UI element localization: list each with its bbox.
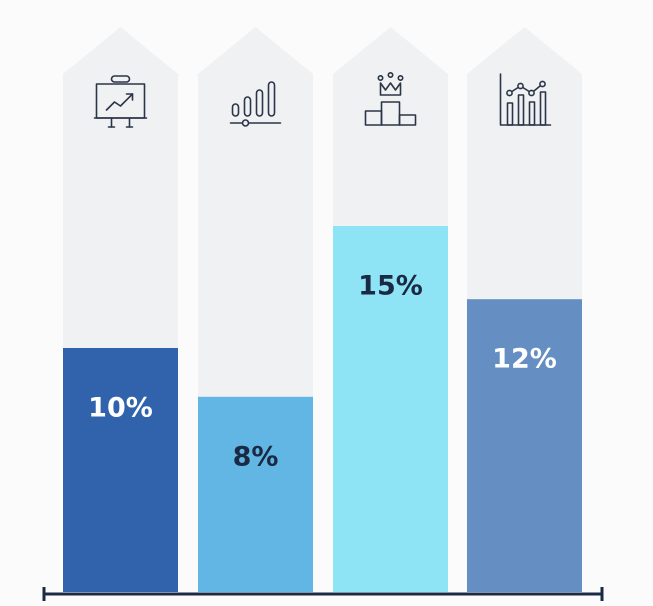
bars	[63, 226, 582, 592]
bar-4	[467, 299, 582, 592]
value-labels: 10% 8% 15% 12%	[88, 271, 557, 473]
value-label-2: 8%	[233, 441, 279, 472]
value-label-1: 10%	[88, 393, 153, 424]
bar-1	[63, 348, 178, 592]
bar-2	[198, 396, 313, 592]
line-bar-chart-icon	[499, 73, 552, 126]
value-label-3: 15%	[358, 271, 423, 302]
bar-3	[333, 226, 448, 592]
podium-crown-icon	[364, 71, 417, 126]
x-axis	[42, 587, 604, 601]
signal-bars-icon	[229, 81, 282, 127]
value-label-4: 12%	[492, 344, 557, 375]
icons	[93, 71, 552, 128]
presentation-board-icon	[93, 75, 148, 128]
